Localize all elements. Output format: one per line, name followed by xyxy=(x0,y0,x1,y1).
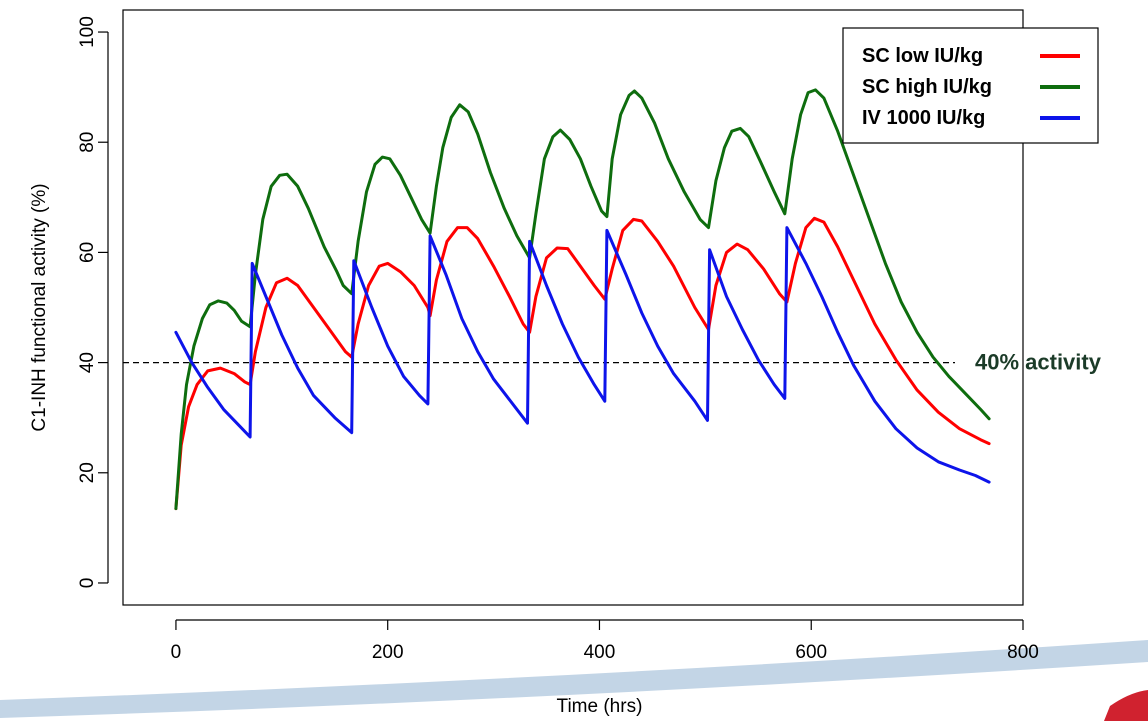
x-tick-label: 400 xyxy=(584,642,616,663)
series-line-2 xyxy=(176,90,989,509)
y-ticks: 0 20 40 60 80 100 xyxy=(77,16,108,588)
y-tick-label: 0 xyxy=(77,578,98,589)
x-tick-label: 600 xyxy=(795,642,827,663)
y-tick-label: 60 xyxy=(77,242,98,263)
reference-line-group: 40% activity xyxy=(123,350,1102,375)
series-group xyxy=(176,90,989,509)
x-tick-label: 200 xyxy=(372,642,404,663)
y-tick-label: 100 xyxy=(77,16,98,48)
y-tick-label: 80 xyxy=(77,132,98,153)
y-axis-label: C1-INH functional activity (%) xyxy=(29,183,50,431)
x-tick-label: 0 xyxy=(171,642,182,663)
reference-line-label: 40% activity xyxy=(975,350,1102,375)
legend-label-2: SC high IU/kg xyxy=(862,76,992,98)
y-tick-label: 40 xyxy=(77,352,98,373)
x-axis-label: Time (hrs) xyxy=(557,696,643,717)
y-tick-label: 20 xyxy=(77,462,98,483)
legend-label-3: IV 1000 IU/kg xyxy=(862,107,985,129)
logo-fragment xyxy=(1104,690,1148,721)
series-line-3 xyxy=(176,228,989,483)
legend-label-1: SC low IU/kg xyxy=(862,45,983,67)
x-tick-label: 800 xyxy=(1007,642,1039,663)
legend: SC low IU/kg SC high IU/kg IV 1000 IU/kg xyxy=(843,28,1098,143)
